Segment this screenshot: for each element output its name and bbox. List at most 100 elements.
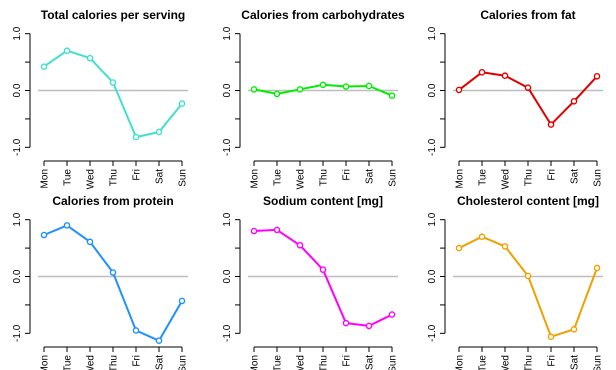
- data-point: [319, 266, 327, 273]
- x-tick-label: Tue: [63, 169, 74, 186]
- data-point: [501, 243, 509, 250]
- chart-title: Calories from carbohydrates: [241, 8, 405, 22]
- chart-title: Sodium content [mg]: [263, 194, 383, 208]
- data-point: [250, 86, 258, 93]
- x-tick-label: Sun: [593, 169, 604, 187]
- x-tick-label: Sun: [388, 355, 399, 370]
- data-point: [593, 264, 601, 272]
- x-tick-label: Wed: [86, 355, 97, 370]
- x-tick-label: Sat: [155, 169, 166, 184]
- chart-title: Calories from fat: [480, 8, 575, 22]
- series-line: [43, 49, 183, 139]
- data-point: [296, 86, 304, 93]
- chart-panel-2: Calories from carbohydrates -1.0 0.0 1.0 Mon…: [222, 8, 405, 189]
- y-tick-label: -1.0: [427, 324, 438, 342]
- data-point: [40, 231, 48, 239]
- y-tick-label: 1.0: [222, 212, 233, 226]
- chart-panel-6: Cholesterol content [mg] -1.0 0.0 1.0 Mon Tue…: [427, 194, 604, 370]
- data-point: [109, 79, 117, 86]
- data-point: [570, 97, 578, 105]
- y-tick-label: 1.0: [12, 212, 23, 226]
- data-point: [547, 121, 555, 128]
- x-tick-label: Sun: [388, 169, 399, 187]
- x-tick-label: Wed: [501, 355, 512, 370]
- y-tick-label: -1.0: [12, 324, 23, 342]
- data-point: [296, 241, 304, 249]
- x-tick-label: Fri: [547, 169, 558, 181]
- y-tick-label: 0.0: [222, 83, 233, 97]
- x-tick-label: Sat: [155, 355, 166, 370]
- y-tick-label: -1.0: [222, 138, 233, 156]
- y-tick-label: 1.0: [12, 26, 23, 40]
- data-point: [593, 72, 601, 80]
- x-tick-label: Tue: [273, 169, 284, 186]
- chart-title: Cholesterol content [mg]: [457, 194, 599, 208]
- x-tick-label: Tue: [478, 355, 489, 370]
- data-point: [388, 92, 396, 99]
- y-tick-label: 1.0: [427, 26, 438, 40]
- chart-panel-3: Calories from fat -1.0 0.0 1.0 Mon Tue Wed Thu F…: [427, 8, 604, 189]
- data-point: [273, 90, 281, 98]
- x-tick-label: Wed: [501, 169, 512, 189]
- x-tick-label: Thu: [524, 169, 535, 186]
- x-tick-label: Sun: [593, 355, 604, 370]
- data-point: [132, 133, 140, 141]
- chart-panel-5: Sodium content [mg] -1.0 0.0 1.0 Mon Tue Wed Th…: [222, 194, 399, 370]
- data-point: [570, 326, 578, 333]
- data-point: [365, 82, 373, 90]
- y-tick-label: 1.0: [427, 212, 438, 226]
- data-point: [547, 333, 555, 341]
- data-point: [478, 233, 486, 241]
- series-line: [43, 224, 183, 342]
- x-tick-label: Sat: [365, 169, 376, 184]
- data-point: [319, 81, 327, 89]
- x-tick-label: Thu: [319, 355, 330, 370]
- x-tick-label: Thu: [524, 355, 535, 370]
- x-tick-label: Fri: [132, 169, 143, 181]
- y-tick-label: 0.0: [427, 83, 438, 97]
- data-point: [178, 297, 186, 305]
- data-point: [86, 238, 94, 246]
- data-point: [155, 128, 163, 136]
- x-tick-label: Fri: [342, 169, 353, 181]
- x-tick-label: Mon: [40, 355, 51, 370]
- y-tick-label: 1.0: [222, 26, 233, 40]
- data-point: [40, 63, 48, 70]
- x-tick-label: Mon: [40, 169, 51, 188]
- data-point: [63, 47, 71, 55]
- x-tick-label: Fri: [547, 355, 558, 367]
- x-tick-label: Sun: [178, 169, 189, 187]
- data-point: [109, 269, 117, 276]
- x-tick-label: Fri: [342, 355, 353, 367]
- x-tick-label: Sun: [178, 355, 189, 370]
- data-point: [155, 337, 163, 345]
- y-tick-label: 0.0: [12, 83, 23, 97]
- chart-panel-4: Calories from protein -1.0 0.0 1.0 Mon Tue Wed…: [12, 194, 189, 370]
- y-tick-label: 0.0: [427, 269, 438, 283]
- chart-panel-1: Total calories per serving -1.0 0.0 1.0 Mon T…: [12, 8, 189, 189]
- data-point: [132, 327, 140, 334]
- data-point: [342, 83, 350, 90]
- series-line: [253, 228, 393, 327]
- data-point: [524, 272, 532, 280]
- x-tick-label: Tue: [273, 355, 284, 370]
- chart-title: Total calories per serving: [41, 8, 186, 22]
- x-tick-label: Thu: [109, 355, 120, 370]
- x-tick-label: Wed: [86, 169, 97, 189]
- x-tick-label: Wed: [296, 355, 307, 370]
- x-tick-label: Mon: [455, 355, 466, 370]
- data-point: [388, 311, 396, 318]
- data-point: [455, 244, 463, 252]
- x-tick-label: Wed: [296, 169, 307, 189]
- series-line: [458, 71, 598, 126]
- x-tick-label: Thu: [109, 169, 120, 186]
- x-tick-label: Tue: [478, 169, 489, 186]
- data-point: [501, 72, 509, 80]
- x-tick-label: Tue: [63, 355, 74, 370]
- series-line: [458, 235, 598, 338]
- x-tick-label: Sat: [365, 355, 376, 370]
- x-tick-label: Thu: [319, 169, 330, 186]
- data-point: [273, 226, 281, 234]
- data-point: [524, 84, 532, 91]
